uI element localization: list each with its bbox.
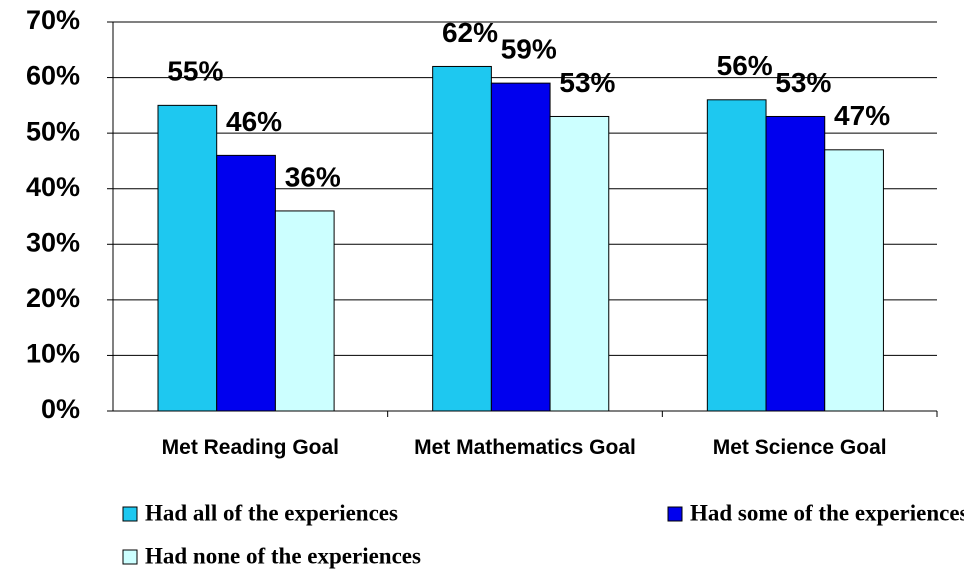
legend-swatch [667,506,683,522]
bar [490,82,551,412]
y-tick-label: 50% [26,116,80,146]
data-label: 55% [167,56,223,87]
y-tick-label: 20% [26,283,80,313]
y-tick-label: 0% [41,394,80,424]
bar [432,65,492,412]
y-tick-label: 10% [26,339,80,369]
y-tick-label: 70% [26,5,80,35]
data-label: 62% [442,17,498,48]
bar [274,210,335,412]
data-label: 36% [285,161,341,192]
x-tick-label: Met Science Goal [712,436,887,459]
legend-label: Had none of the experiences [145,543,421,568]
legend-swatch [122,506,138,522]
legend-swatch [122,549,138,565]
bar [824,149,884,412]
y-tick-label: 30% [26,227,80,257]
legend-label: Had some of the experiences [690,500,964,525]
data-label: 56% [717,50,773,81]
data-label: 46% [226,106,282,137]
bar [765,115,826,412]
bar [216,154,276,412]
legend-label: Had all of the experiences [145,500,398,525]
bar [706,99,767,412]
data-label: 47% [834,100,890,131]
y-tick-label: 60% [26,61,80,91]
data-label: 59% [501,34,557,65]
x-tick-label: Met Mathematics Goal [414,436,636,459]
bar [157,104,218,412]
x-tick-label: Met Reading Goal [161,436,339,459]
data-label: 53% [559,67,615,98]
y-tick-label: 40% [26,172,80,202]
bar [549,115,610,412]
data-label: 53% [775,67,831,98]
